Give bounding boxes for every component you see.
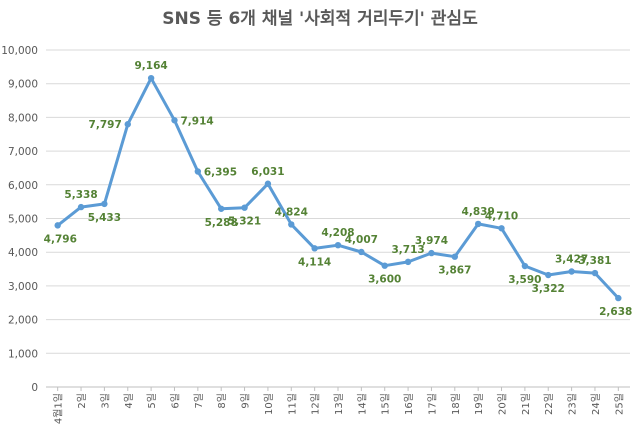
data-point bbox=[591, 269, 599, 277]
data-point bbox=[147, 74, 155, 82]
y-tick-label: 4,000 bbox=[8, 247, 38, 259]
data-label: 9,164 bbox=[135, 60, 168, 72]
x-tick-label: 14일 bbox=[356, 393, 368, 415]
data-point bbox=[77, 203, 85, 211]
y-tick-label: 6,000 bbox=[8, 180, 38, 192]
data-label: 4,114 bbox=[298, 256, 331, 268]
x-tick-label: 17일 bbox=[426, 393, 438, 415]
data-point bbox=[218, 205, 225, 212]
x-tick-label: 6일 bbox=[169, 393, 181, 409]
x-tick-label: 15일 bbox=[380, 393, 392, 415]
series-line bbox=[56, 76, 620, 300]
x-tick-label: 24일 bbox=[590, 393, 602, 415]
data-point bbox=[54, 222, 61, 229]
data-label: 5,433 bbox=[88, 212, 121, 224]
data-point bbox=[171, 117, 178, 124]
data-point bbox=[615, 294, 622, 302]
x-tick-label: 5일 bbox=[146, 393, 158, 409]
y-tick-label: 9,000 bbox=[8, 79, 38, 91]
data-point bbox=[124, 121, 131, 128]
y-tick-label: 8,000 bbox=[8, 112, 38, 124]
x-tick-label: 8일 bbox=[216, 393, 228, 409]
data-label: 4,839 bbox=[462, 206, 495, 218]
x-tick-label: 10일 bbox=[263, 393, 275, 415]
data-label: 2,638 bbox=[599, 306, 632, 318]
y-tick-label: 3,000 bbox=[8, 281, 38, 293]
data-point bbox=[264, 180, 272, 187]
x-tick-label: 3일 bbox=[99, 393, 111, 409]
data-point bbox=[241, 204, 248, 211]
y-tick-label: 0 bbox=[31, 382, 38, 394]
x-tick-label: 7일 bbox=[193, 393, 205, 409]
y-tick-label: 10,000 bbox=[1, 45, 38, 57]
data-point bbox=[358, 248, 365, 256]
data-label: 3,867 bbox=[438, 265, 471, 277]
x-tick-label: 23일 bbox=[567, 393, 579, 415]
data-point bbox=[288, 221, 295, 228]
data-label: 4,796 bbox=[44, 233, 77, 245]
y-tick-label: 5,000 bbox=[8, 214, 38, 226]
data-point bbox=[521, 262, 529, 270]
y-tick-label: 2,000 bbox=[8, 315, 38, 327]
x-tick-label: 18일 bbox=[450, 393, 462, 415]
x-tick-label: 13일 bbox=[333, 393, 345, 415]
data-label: 3,322 bbox=[532, 283, 565, 295]
y-tick-label: 1,000 bbox=[8, 348, 38, 360]
data-point bbox=[568, 268, 575, 275]
data-point bbox=[545, 271, 552, 279]
data-label: 5,288 bbox=[205, 217, 238, 229]
data-label: 3,381 bbox=[578, 255, 611, 267]
data-point bbox=[451, 253, 458, 260]
data-label: 3,427 bbox=[555, 254, 588, 266]
x-tick-label: 4월1일 bbox=[53, 393, 65, 424]
data-label: 4,208 bbox=[321, 227, 354, 239]
data-point bbox=[498, 225, 505, 232]
grid-lines bbox=[46, 49, 630, 388]
data-point bbox=[334, 241, 342, 249]
x-tick-label: 2일 bbox=[76, 393, 88, 409]
data-label: 3,974 bbox=[415, 235, 448, 247]
x-tick-label: 12일 bbox=[310, 393, 322, 415]
x-tick-label: 22일 bbox=[543, 393, 555, 415]
x-tick-label: 21일 bbox=[520, 393, 532, 415]
data-label: 4,007 bbox=[345, 234, 378, 246]
x-tick-label: 25일 bbox=[613, 393, 625, 415]
x-tick-label: 9일 bbox=[240, 393, 252, 409]
data-point bbox=[428, 249, 435, 257]
x-tick-label: 4일 bbox=[123, 393, 135, 409]
x-tick-label: 19일 bbox=[473, 393, 485, 415]
data-label: 7,914 bbox=[180, 115, 213, 127]
data-label: 3,590 bbox=[508, 274, 541, 286]
data-label: 3,713 bbox=[391, 244, 424, 256]
x-tick-label: 11일 bbox=[286, 393, 298, 415]
chart-title: SNS 등 6개 채널 '사회적 거리두기' 관심도 bbox=[162, 9, 478, 29]
data-point bbox=[194, 168, 202, 175]
y-axis: 0 1,000 2,000 3,000 4,000 5,000 6,000 7,000 8,00… bbox=[1, 45, 38, 394]
data-point bbox=[311, 245, 318, 252]
y-tick-label: 7,000 bbox=[8, 146, 38, 158]
data-point bbox=[101, 200, 108, 208]
data-label-layer: 4,796 5,338 5,433 7,797 9,164 7,914 6,395 5,288… bbox=[44, 60, 633, 318]
data-label: 4,710 bbox=[485, 210, 518, 222]
x-tick-label: 20일 bbox=[497, 393, 509, 415]
data-label: 7,797 bbox=[89, 119, 122, 131]
data-label: 5,321 bbox=[228, 216, 261, 228]
data-label: 4,824 bbox=[275, 206, 308, 218]
data-label: 3,600 bbox=[368, 274, 401, 286]
x-tick-label: 16일 bbox=[403, 393, 415, 415]
x-axis: 4월1일 2일 3일 4일 5일 6일 7일 8일 9일 10일 11일 12일 13일 14일 15일 16… bbox=[53, 387, 625, 424]
series-layer bbox=[54, 74, 622, 302]
data-point bbox=[474, 220, 482, 228]
data-label: 5,338 bbox=[64, 189, 97, 201]
data-label: 6,395 bbox=[204, 166, 237, 178]
data-point bbox=[404, 258, 412, 266]
data-label: 6,031 bbox=[251, 166, 284, 178]
data-point bbox=[381, 262, 388, 269]
